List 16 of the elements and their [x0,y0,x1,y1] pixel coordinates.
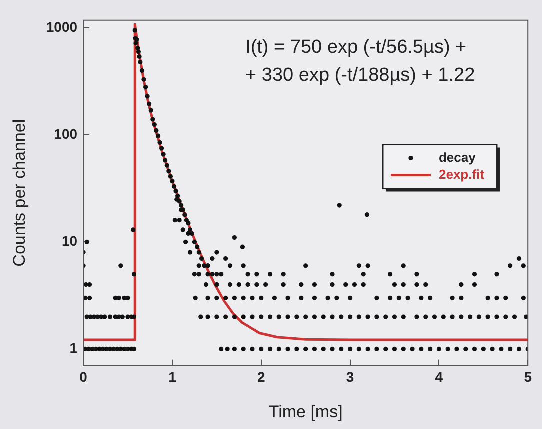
y-tick-label: 1000 [46,18,78,35]
annotation: + 330 exp (-t/188µs) + 1.22 [246,65,476,86]
y-tick-label: 100 [54,126,78,142]
annotation: I(t) = 750 exp (-t/56.5µs) + [246,37,467,58]
x-tick-label: 3 [346,369,354,386]
x-tick-label: 5 [524,369,532,386]
y-axis-title: Counts per channel [10,119,29,267]
x-tick-label: 2 [257,369,266,386]
x-axis-title: Time [ms] [268,402,343,422]
x-tick-label: 1 [168,369,177,386]
x-tick-label: 0 [80,369,88,386]
y-tick-label: 1 [70,340,78,356]
legend-label: 2exp.fit [438,166,486,182]
y-tick-label: 10 [62,233,78,250]
x-tick-label: 4 [435,369,444,386]
legend-label: decay [438,150,477,165]
